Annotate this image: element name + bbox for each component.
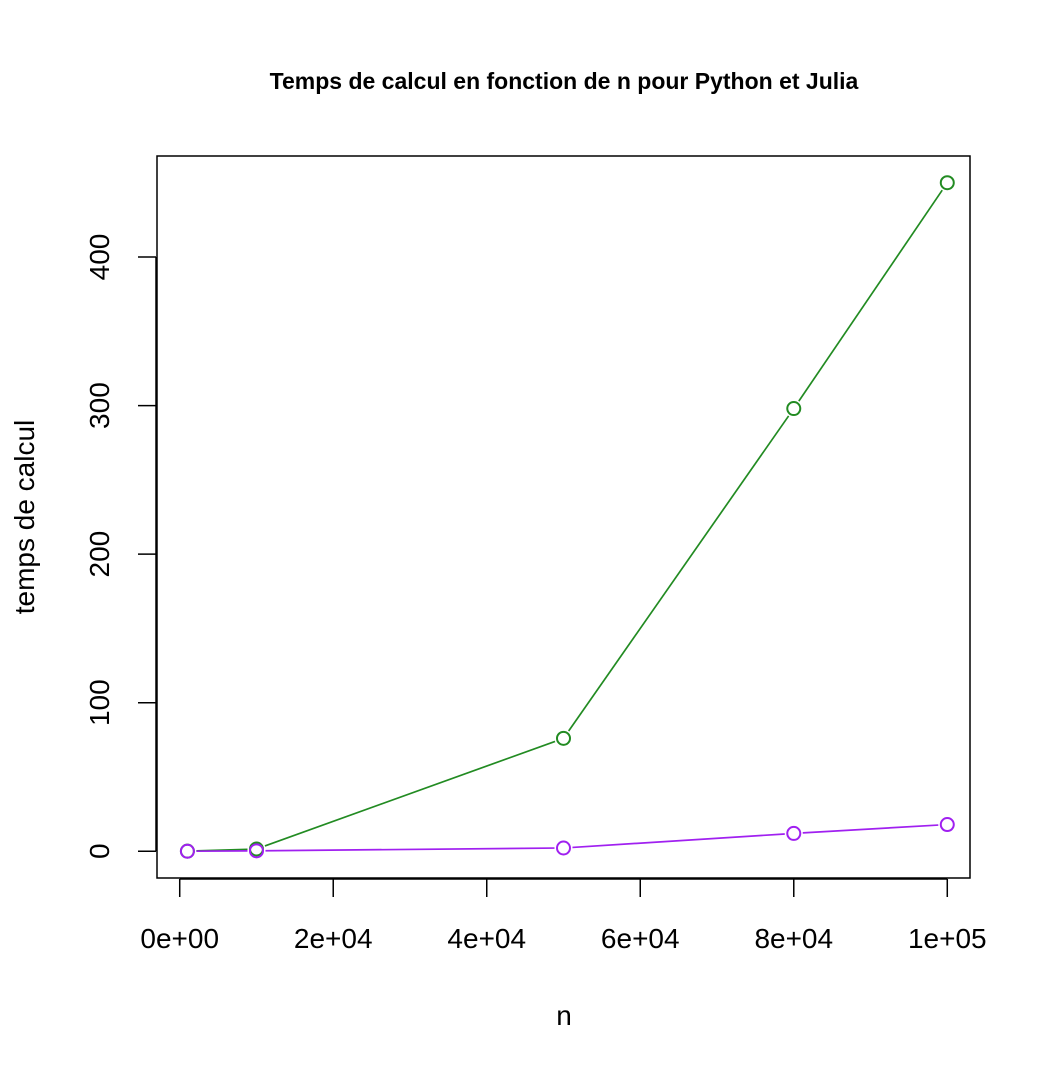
x-axis-label: n bbox=[556, 1000, 572, 1031]
y-tick-label: 300 bbox=[84, 382, 115, 429]
x-tick-label: 4e+04 bbox=[447, 923, 526, 954]
data-point bbox=[786, 401, 802, 417]
x-axis: 0e+00 2e+04 4e+04 6e+04 8e+04 1e+05 bbox=[140, 878, 987, 954]
y-tick-label: 100 bbox=[84, 679, 115, 726]
series-line-segment bbox=[264, 740, 556, 847]
series-1 bbox=[179, 175, 955, 859]
x-tick-label: 2e+04 bbox=[294, 923, 373, 954]
data-point bbox=[556, 840, 571, 856]
chart-title: Temps de calcul en fonction de n pour Py… bbox=[270, 68, 859, 94]
data-point bbox=[556, 730, 571, 746]
x-tick-label: 0e+00 bbox=[140, 923, 219, 954]
data-point bbox=[786, 825, 802, 841]
data-point bbox=[248, 843, 264, 859]
y-axis-label: temps de calcul bbox=[9, 420, 40, 615]
y-tick-label: 200 bbox=[84, 531, 115, 578]
y-axis: 0 100 200 300 400 bbox=[84, 234, 157, 859]
series-line-segment bbox=[802, 824, 939, 834]
data-point bbox=[939, 175, 955, 191]
series-layer bbox=[179, 175, 955, 859]
series-line-segment bbox=[798, 189, 943, 402]
x-tick-label: 1e+05 bbox=[908, 923, 987, 954]
series-line-segment bbox=[265, 847, 555, 852]
y-tick-label: 0 bbox=[84, 843, 115, 859]
plot-frame bbox=[156, 155, 971, 879]
series-line-segment bbox=[572, 833, 785, 849]
series-line-segment bbox=[567, 415, 790, 732]
data-point bbox=[939, 817, 955, 833]
series-2 bbox=[179, 817, 955, 859]
x-tick-label: 6e+04 bbox=[601, 923, 680, 954]
x-tick-label: 8e+04 bbox=[754, 923, 833, 954]
data-point bbox=[179, 843, 195, 859]
y-tick-label: 400 bbox=[84, 234, 115, 281]
